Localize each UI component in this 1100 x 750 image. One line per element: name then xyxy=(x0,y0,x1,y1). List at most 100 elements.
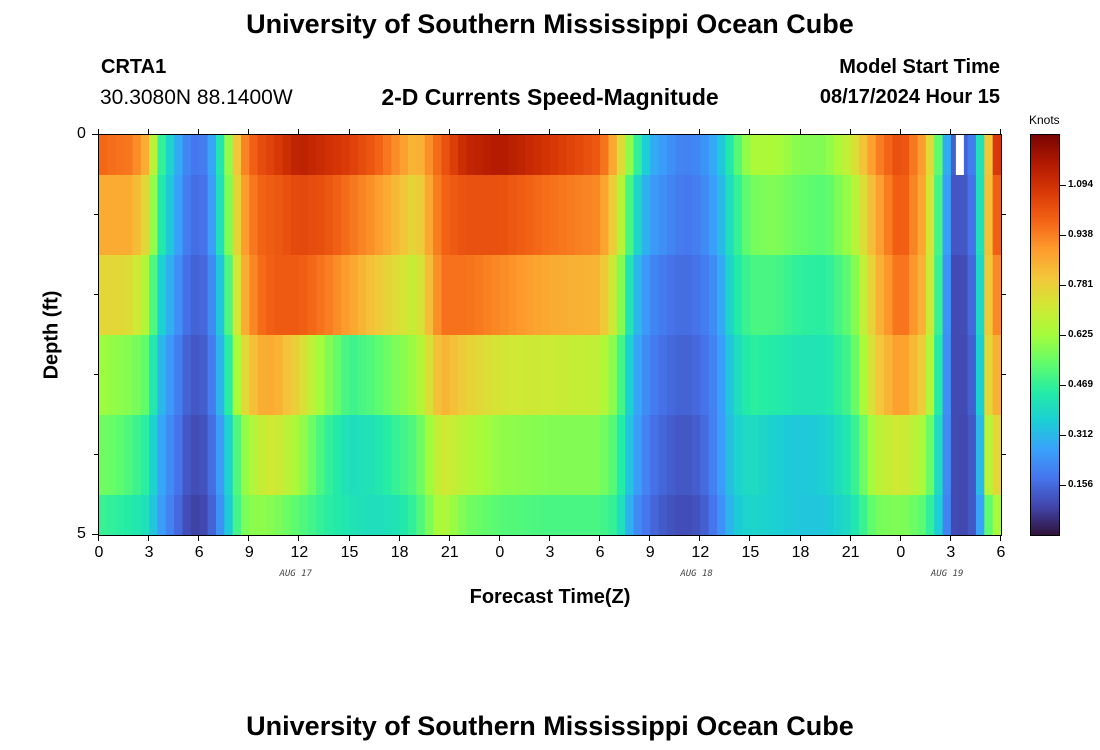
heatmap-cell xyxy=(925,255,935,336)
heatmap-cell xyxy=(341,135,351,176)
heatmap-cell xyxy=(600,495,610,535)
heatmap-cell xyxy=(817,135,827,176)
heatmap-cell xyxy=(374,255,384,336)
heatmap-cell xyxy=(374,495,384,535)
heatmap-cell xyxy=(524,335,534,416)
heatmap-cell xyxy=(249,135,259,176)
heatmap-cell xyxy=(725,335,735,416)
heatmap-cell xyxy=(132,135,142,176)
heatmap-cell xyxy=(441,175,451,256)
heatmap-cell xyxy=(884,175,894,256)
heatmap-cell xyxy=(324,415,334,496)
heatmap-cell xyxy=(149,175,159,256)
heatmap-cell xyxy=(616,135,626,176)
heatmap-cell xyxy=(483,415,493,496)
y-minor-tick-right xyxy=(1001,294,1006,295)
heatmap-cell xyxy=(399,335,409,416)
heatmap-cell xyxy=(900,495,910,535)
heatmap-cell xyxy=(783,335,793,416)
heatmap-cell xyxy=(616,335,626,416)
heatmap-cell xyxy=(783,255,793,336)
heatmap-cell xyxy=(140,175,150,256)
heatmap-cell xyxy=(140,255,150,336)
heatmap-cell xyxy=(224,495,234,535)
heatmap-cell xyxy=(341,255,351,336)
heatmap-cell xyxy=(324,335,334,416)
colorbar-tick-label: 0.938 xyxy=(1068,228,1094,240)
heatmap-cell xyxy=(541,175,551,256)
heatmap-cell xyxy=(975,415,985,496)
heatmap-cell xyxy=(391,175,401,256)
heatmap-cell xyxy=(800,175,810,256)
heatmap-cell xyxy=(550,335,559,416)
heatmap-cell xyxy=(107,495,117,535)
heatmap-cell xyxy=(767,495,777,535)
heatmap-cell xyxy=(382,255,392,336)
heatmap-cell xyxy=(984,415,994,496)
heatmap-cell xyxy=(750,135,760,176)
heatmap-cell xyxy=(408,255,417,336)
heatmap-cell xyxy=(124,415,134,496)
heatmap-cell xyxy=(391,415,401,496)
heatmap-cell xyxy=(157,135,167,176)
heatmap-cell xyxy=(641,135,651,176)
colorbar-tick xyxy=(1060,485,1066,487)
heatmap-cell xyxy=(984,135,994,176)
station-coordinates: 30.3080N 88.1400W xyxy=(100,86,293,109)
heatmap-cell xyxy=(508,175,518,256)
heatmap-cell xyxy=(232,415,242,496)
heatmap-cell xyxy=(291,415,301,496)
heatmap-cell xyxy=(934,175,944,256)
heatmap-cell xyxy=(349,175,359,256)
heatmap-cell xyxy=(717,255,726,336)
heatmap-cell xyxy=(675,135,685,176)
x-tick-top xyxy=(949,129,951,135)
heatmap-cell xyxy=(959,335,969,416)
heatmap-cell xyxy=(416,135,426,176)
heatmap-cell xyxy=(182,175,192,256)
heatmap-cell xyxy=(190,335,200,416)
heatmap-cell xyxy=(174,495,184,535)
heatmap-cell xyxy=(909,415,919,496)
heatmap-cell xyxy=(942,175,952,256)
heatmap-cell xyxy=(416,495,426,535)
heatmap-cell xyxy=(950,255,960,336)
heatmap-cell xyxy=(750,255,760,336)
heatmap-cell xyxy=(349,135,359,176)
heatmap-cell xyxy=(316,255,326,336)
heatmap-cell xyxy=(366,415,376,496)
heatmap-cell xyxy=(917,335,927,416)
heatmap-cell xyxy=(550,175,559,256)
heatmap-cell xyxy=(224,415,234,496)
heatmap-cell xyxy=(249,175,259,256)
x-tick xyxy=(448,535,450,541)
heatmap-cell xyxy=(341,175,351,256)
heatmap-cell xyxy=(825,175,835,256)
heatmap-cell xyxy=(324,495,334,535)
heatmap-cell xyxy=(767,335,777,416)
heatmap-cell xyxy=(558,415,568,496)
heatmap-cell xyxy=(107,175,117,256)
heatmap-cell xyxy=(950,175,960,256)
y-minor-tick xyxy=(94,294,99,295)
heatmap-cell xyxy=(441,255,451,336)
heatmap-cell xyxy=(984,495,994,535)
heatmap-cell xyxy=(817,495,827,535)
heatmap-cell xyxy=(124,335,134,416)
heatmap-cell xyxy=(316,495,326,535)
heatmap-cell xyxy=(767,135,777,176)
heatmap-cell xyxy=(215,415,225,496)
colorbar-tick-label: 0.312 xyxy=(1068,429,1094,441)
heatmap-cell xyxy=(717,135,726,176)
heatmap-cell xyxy=(792,335,802,416)
heatmap-cell xyxy=(516,415,526,496)
heatmap-cell xyxy=(641,415,651,496)
heatmap-cell xyxy=(274,255,284,336)
heatmap-cell xyxy=(416,335,426,416)
heatmap-cell xyxy=(859,255,868,336)
heatmap-cell xyxy=(140,335,150,416)
heatmap-cell xyxy=(433,495,443,535)
heatmap-cell xyxy=(934,415,944,496)
heatmap-cell xyxy=(758,415,768,496)
heatmap-cell xyxy=(733,175,743,256)
